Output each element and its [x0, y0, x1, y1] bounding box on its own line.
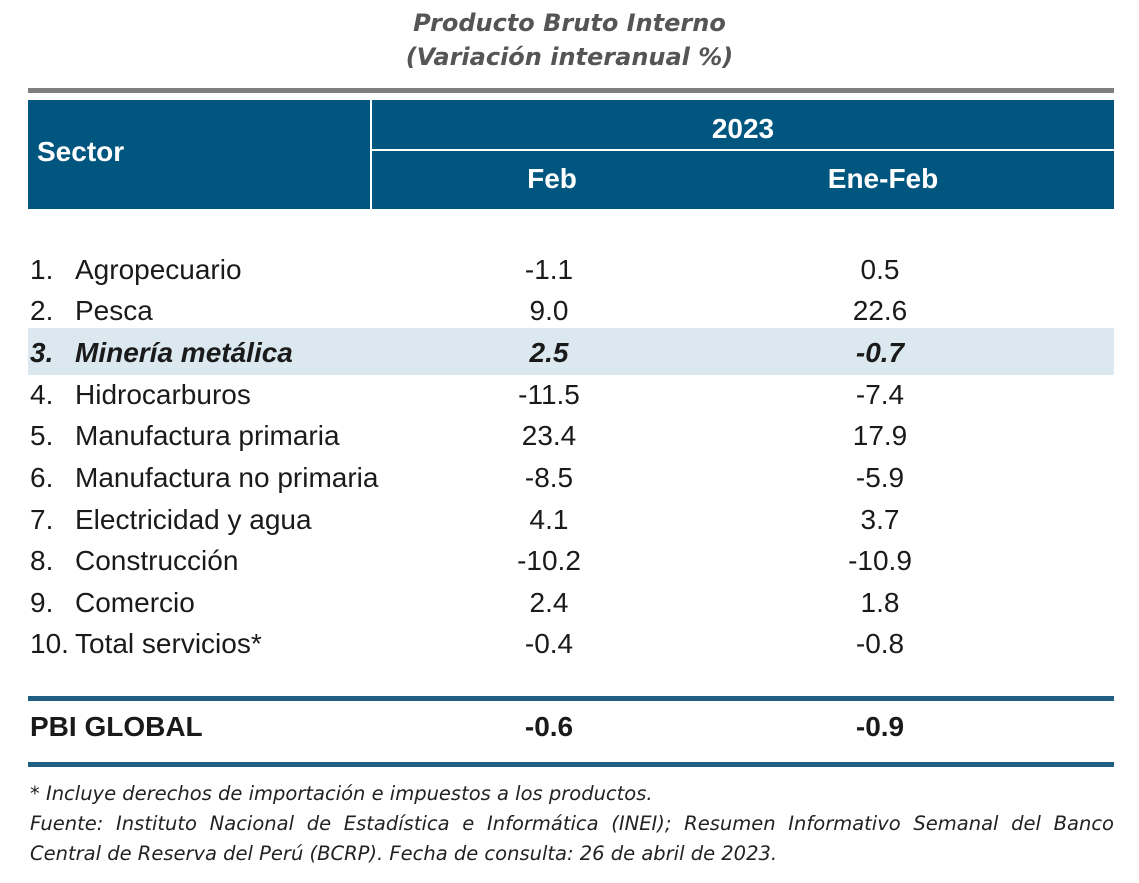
row-value-feb: 2.4	[529, 587, 569, 618]
total-value-ene-feb: -0.9	[855, 711, 905, 742]
top-rule	[28, 88, 1114, 93]
row-value-feb: 4.1	[529, 504, 569, 535]
row-value-ene-feb: 0.5	[860, 254, 900, 285]
row-value-ene-feb: 3.7	[860, 504, 900, 535]
row-label: Construcción	[75, 545, 239, 576]
row-label: Agropecuario	[75, 254, 242, 285]
total-value-feb: -0.6	[524, 711, 574, 742]
table-header: Sector 2023 Feb Ene-Feb	[28, 100, 1114, 209]
row-number: 6.	[30, 462, 54, 493]
row-number: 4.	[30, 379, 54, 410]
row-number: 3.	[30, 337, 54, 368]
row-value-feb: -8.5	[524, 462, 574, 493]
header-col-feb: Feb	[527, 163, 577, 194]
row-value-ene-feb: 22.6	[852, 295, 908, 326]
total-row: PBI GLOBAL -0.6 -0.9	[28, 706, 1114, 756]
row-value-feb: -0.4	[524, 628, 574, 659]
footnote: * Incluye derechos de importación e impu…	[30, 782, 653, 805]
header-divider-horizontal	[372, 149, 1114, 151]
row-number: 8.	[30, 545, 54, 576]
row-value-feb: -10.2	[517, 545, 581, 576]
row-number: 1.	[30, 254, 54, 285]
table-row: 9. Comercio 2.4 1.8	[28, 583, 1114, 625]
header-year: 2023	[711, 113, 775, 144]
row-label: Manufactura no primaria	[75, 462, 379, 493]
row-value-feb: 9.0	[529, 295, 569, 326]
table-row: 7. Electricidad y agua 4.1 3.7	[28, 500, 1114, 542]
row-number: 9.	[30, 587, 54, 618]
total-rule-top	[28, 696, 1114, 701]
row-value-feb: 23.4	[521, 420, 577, 451]
table-row: 4. Hidrocarburos -11.5 -7.4	[28, 375, 1114, 417]
row-number: 10.	[30, 628, 69, 659]
table-row: 6. Manufactura no primaria -8.5 -5.9	[28, 458, 1114, 500]
row-value-ene-feb: -10.9	[848, 545, 912, 576]
row-value-ene-feb: -0.7	[855, 337, 905, 368]
row-value-ene-feb: -5.9	[855, 462, 905, 493]
source-note-line-1: Fuente: Instituto Nacional de Estadístic…	[30, 812, 1114, 835]
table-row: 5. Manufactura primaria 23.4 17.9	[28, 416, 1114, 458]
table-title: Producto Bruto Interno	[413, 9, 726, 37]
table-row: 1. Agropecuario -1.1 0.5	[28, 250, 1114, 292]
row-label: Pesca	[75, 295, 153, 326]
row-value-ene-feb: -0.8	[855, 628, 905, 659]
table-row: 2. Pesca 9.0 22.6	[28, 291, 1114, 333]
row-label: Manufactura primaria	[75, 420, 340, 451]
header-divider-vertical	[370, 100, 372, 209]
row-number: 2.	[30, 295, 54, 326]
row-value-feb: -1.1	[524, 254, 574, 285]
row-value-feb: -11.5	[518, 379, 580, 410]
source-note-line-2: Central de Reserva del Perú (BCRP). Fech…	[30, 842, 778, 865]
highlight-band	[28, 328, 1114, 375]
header-sector: Sector	[37, 136, 125, 167]
row-number: 7.	[30, 504, 54, 535]
row-value-ene-feb: 17.9	[852, 420, 908, 451]
row-label: Hidrocarburos	[75, 379, 251, 410]
total-rule-bottom	[28, 762, 1114, 767]
row-label: Total servicios*	[75, 628, 262, 659]
header-col-ene-feb: Ene-Feb	[827, 163, 939, 194]
row-label: Electricidad y agua	[75, 504, 312, 535]
row-value-ene-feb: -7.4	[855, 379, 905, 410]
row-label: Minería metálica	[75, 337, 293, 368]
table-row: 8. Construcción -10.2 -10.9	[28, 541, 1114, 583]
row-number: 5.	[30, 420, 54, 451]
table-row-highlighted: 3. Minería metálica 2.5 -0.7	[28, 333, 1114, 375]
table-row: 10. Total servicios* -0.4 -0.8	[28, 624, 1114, 666]
row-value-feb: 2.5	[529, 337, 569, 368]
row-value-ene-feb: 1.8	[860, 587, 900, 618]
table-subtitle: (Variación interanual %)	[405, 43, 734, 71]
row-label: Comercio	[75, 587, 195, 618]
total-label: PBI GLOBAL	[30, 711, 203, 742]
